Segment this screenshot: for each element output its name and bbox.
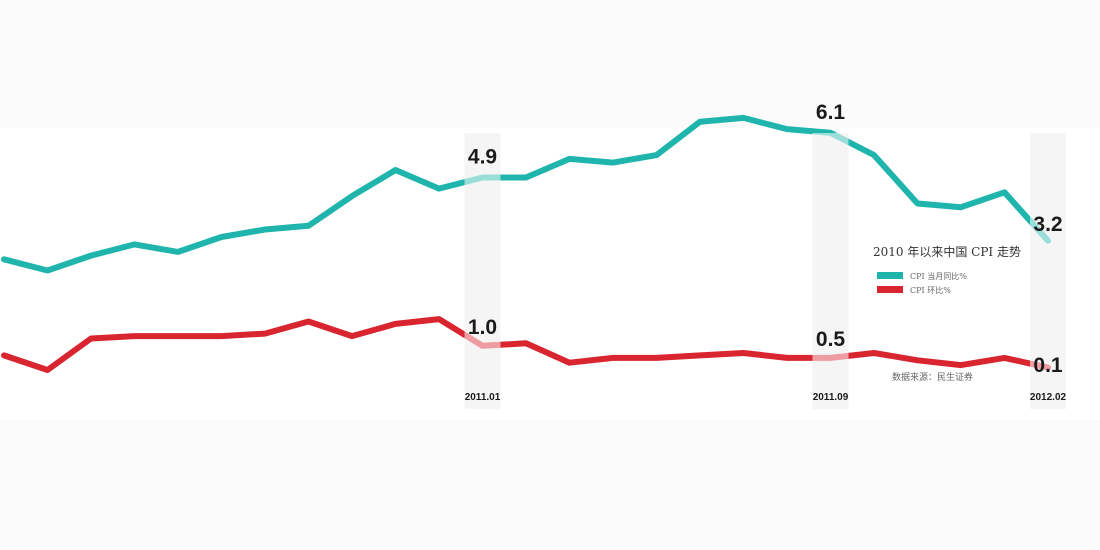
teal-value-label-2011.01: 4.9 [468,145,497,168]
legend: CPI 当月同比% CPI 环比% [877,271,967,295]
legend-swatch-cpi-yoy [877,272,903,279]
red-value-label-2012.02: 0.1 [1033,354,1063,377]
highlight-overlay-2011.01 [464,133,501,409]
series-line-cpi-yoy [1,114,1051,274]
chart-title: 2010 年以来中国 CPI 走势 [873,244,1021,259]
date-label-2012.02: 2012.02 [1030,392,1067,403]
highlight-bars [464,133,1066,409]
legend-label-cpi-mom: CPI 环比% [910,285,951,295]
highlight-labels: 4.9 1.0 2011.01 6.1 0.5 2011.09 3.2 0.1 2012.02 [465,101,1067,403]
legend-swatch-cpi-mom [877,286,903,293]
highlight-overlay-2011.09 [812,133,849,409]
red-value-label-2011.09: 0.5 [816,328,846,351]
series-line-cpi-mom [1,316,1051,373]
date-label-2011.09: 2011.09 [813,392,849,403]
teal-value-label-2011.09: 6.1 [816,101,846,124]
legend-label-cpi-yoy: CPI 当月同比% [910,271,967,281]
highlight-overlay-2012.02 [1030,133,1066,409]
data-source: 数据来源：民生证券 [892,371,973,383]
teal-value-label-2012.02: 3.2 [1033,213,1062,236]
series-lines [1,114,1051,373]
chart-band [0,128,1100,420]
date-label-2011.01: 2011.01 [465,392,501,403]
red-value-label-2011.01: 1.0 [468,316,497,339]
